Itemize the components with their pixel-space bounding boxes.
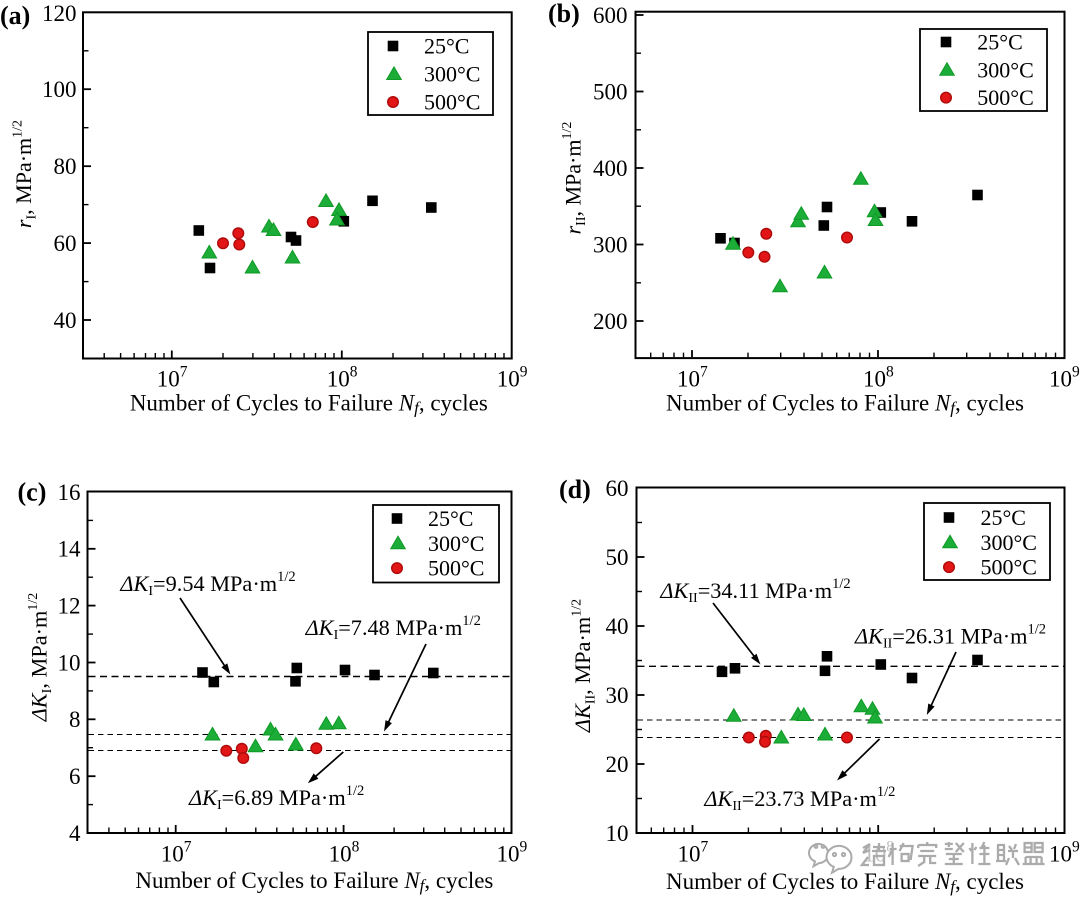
svg-text:Number of Cycles to Failure Nf: Number of Cycles to Failure Nf, cycles <box>130 391 488 418</box>
svg-text:200: 200 <box>593 309 628 334</box>
svg-text:40: 40 <box>54 308 77 333</box>
svg-text:Number of Cycles to Failure Nf: Number of Cycles to Failure Nf, cycles <box>666 869 1024 896</box>
svg-text:40: 40 <box>606 614 629 639</box>
svg-text:rI, MPa·m1/2: rI, MPa·m1/2 <box>11 120 40 228</box>
svg-text:500°C: 500°C <box>428 556 484 581</box>
svg-text:8: 8 <box>69 707 81 732</box>
svg-text:120: 120 <box>42 1 77 26</box>
svg-text:(a): (a) <box>0 1 30 30</box>
svg-text:500°C: 500°C <box>981 555 1037 580</box>
svg-text:ΔKI=6.89 MPa·m1/2: ΔKI=6.89 MPa·m1/2 <box>188 783 364 813</box>
svg-text:ΔKI=9.54 MPa·m1/2: ΔKI=9.54 MPa·m1/2 <box>119 569 295 599</box>
svg-text:60: 60 <box>606 476 629 501</box>
svg-text:500°C: 500°C <box>424 90 480 115</box>
svg-text:500°C: 500°C <box>977 85 1033 110</box>
svg-text:25°C: 25°C <box>981 505 1026 530</box>
svg-text:300°C: 300°C <box>424 62 480 87</box>
svg-text:10: 10 <box>58 650 81 675</box>
svg-text:12: 12 <box>58 594 81 619</box>
svg-text:Number of Cycles to Failure Nf: Number of Cycles to Failure Nf, cycles <box>135 868 493 895</box>
svg-text:ΔKI, MPa·m1/2: ΔKI, MPa·m1/2 <box>26 593 55 723</box>
svg-text:ΔKII=26.31 MPa·m1/2: ΔKII=26.31 MPa·m1/2 <box>854 622 1046 652</box>
svg-text:(c): (c) <box>18 478 47 507</box>
svg-text:4: 4 <box>69 821 81 846</box>
svg-text:6: 6 <box>69 764 81 789</box>
svg-text:300°C: 300°C <box>428 531 484 556</box>
svg-text:300: 300 <box>593 232 628 257</box>
svg-text:rII, MPa·m1/2: rII, MPa·m1/2 <box>560 122 589 235</box>
svg-text:300°C: 300°C <box>977 57 1033 82</box>
svg-text:60: 60 <box>54 231 77 256</box>
svg-text:600: 600 <box>593 3 628 28</box>
svg-text:50: 50 <box>606 545 629 570</box>
svg-text:500: 500 <box>593 79 628 104</box>
svg-text:400: 400 <box>593 156 628 181</box>
svg-text:ΔKII, MPa·m1/2: ΔKII, MPa·m1/2 <box>570 599 599 733</box>
svg-text:25°C: 25°C <box>428 506 473 531</box>
svg-text:25°C: 25°C <box>977 30 1022 55</box>
svg-text:80: 80 <box>54 154 77 179</box>
svg-text:(b): (b) <box>548 0 580 28</box>
svg-text:10: 10 <box>606 821 629 846</box>
svg-text:ΔKII=34.11 MPa·m1/2: ΔKII=34.11 MPa·m1/2 <box>659 576 850 606</box>
svg-text:30: 30 <box>606 683 629 708</box>
svg-text:100: 100 <box>42 77 77 102</box>
svg-text:14: 14 <box>58 537 82 562</box>
svg-text:25°C: 25°C <box>424 34 469 59</box>
svg-text:ΔKII=23.73 MPa·m1/2: ΔKII=23.73 MPa·m1/2 <box>703 784 895 814</box>
svg-text:20: 20 <box>606 752 629 777</box>
svg-text:ΔKI=7.48 MPa·m1/2: ΔKI=7.48 MPa·m1/2 <box>305 613 481 643</box>
svg-text:16: 16 <box>58 480 81 505</box>
svg-text:Number of Cycles to Failure Nf: Number of Cycles to Failure Nf, cycles <box>666 391 1024 418</box>
svg-text:(d): (d) <box>559 475 591 504</box>
svg-text:300°C: 300°C <box>981 530 1037 555</box>
